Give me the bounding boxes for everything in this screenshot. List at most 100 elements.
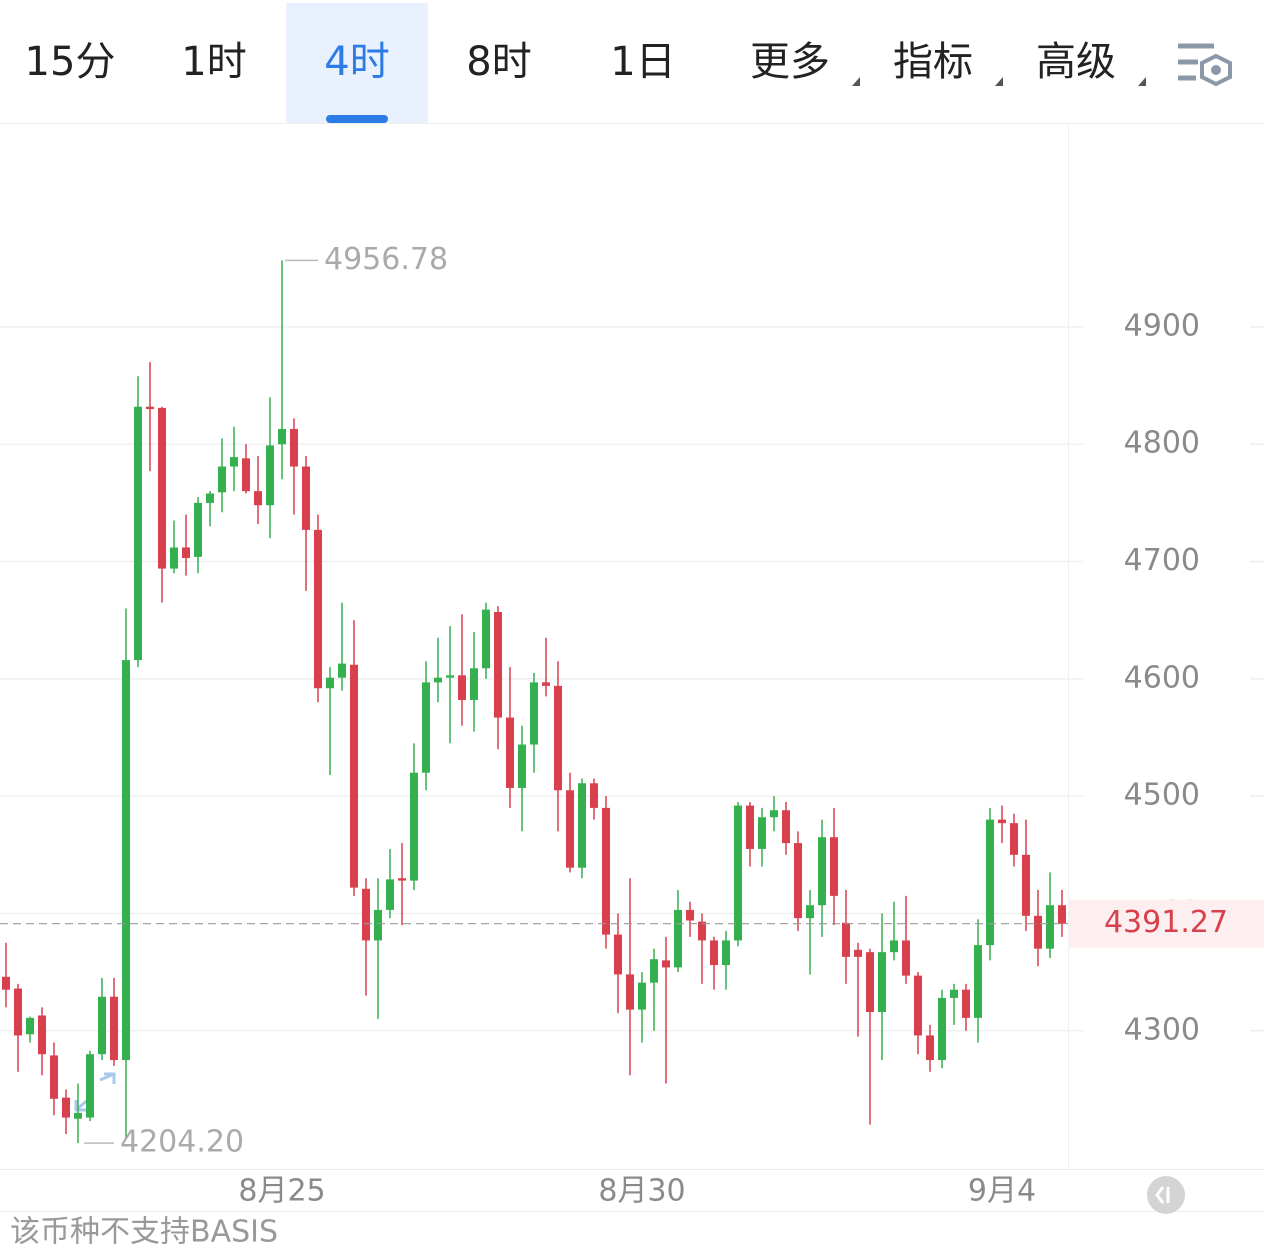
tab[interactable]: 8时 bbox=[466, 39, 531, 85]
candle-body bbox=[626, 974, 634, 1010]
candle-body bbox=[122, 660, 130, 1061]
tab[interactable]: 指标 bbox=[893, 39, 973, 85]
candle-body bbox=[1034, 915, 1042, 949]
candle-body bbox=[1058, 905, 1066, 924]
candle-body bbox=[410, 772, 418, 881]
candle-body bbox=[194, 502, 202, 557]
last-price-label: 4391.27 bbox=[1104, 905, 1228, 940]
tab[interactable]: 高级 bbox=[1036, 39, 1116, 85]
candle-body bbox=[1010, 823, 1018, 855]
candle-body bbox=[746, 805, 754, 849]
active-tab-indicator bbox=[326, 115, 388, 123]
max-label: 4956.78 bbox=[324, 242, 448, 277]
candle-body bbox=[302, 466, 310, 530]
candle-body bbox=[914, 975, 922, 1036]
candle-body bbox=[902, 940, 910, 976]
candle-body bbox=[218, 466, 226, 493]
dropdown-arrow bbox=[1138, 77, 1146, 86]
candle-body bbox=[74, 1112, 82, 1119]
candle-body bbox=[542, 682, 550, 686]
candle-body bbox=[362, 888, 370, 941]
expand-icon[interactable] bbox=[74, 1072, 116, 1112]
candle-body bbox=[830, 837, 838, 896]
candle-body bbox=[602, 807, 610, 935]
candle-body bbox=[794, 843, 802, 919]
candle-body bbox=[434, 677, 442, 683]
candle-body bbox=[398, 878, 406, 881]
candle-body bbox=[110, 996, 118, 1061]
y-tick-label: 4900 bbox=[1124, 308, 1200, 343]
candle-body bbox=[698, 921, 706, 941]
candle-body bbox=[866, 952, 874, 1012]
candle-body bbox=[674, 909, 682, 968]
candle-body bbox=[446, 675, 454, 678]
candle-body bbox=[638, 982, 646, 1010]
y-tick-label: 4500 bbox=[1124, 778, 1200, 813]
candle-body bbox=[650, 959, 658, 983]
candle-body bbox=[818, 837, 826, 906]
candle-body bbox=[614, 934, 622, 975]
candle-body bbox=[338, 663, 346, 678]
candle-body bbox=[458, 675, 466, 700]
candle-body bbox=[2, 976, 10, 990]
candle-body bbox=[242, 458, 250, 492]
y-tick-label: 4300 bbox=[1124, 1012, 1200, 1047]
candle-body bbox=[722, 940, 730, 966]
footer-note: 该币种不支持BASIS bbox=[10, 1215, 278, 1250]
candle-body bbox=[374, 909, 382, 941]
candle-body bbox=[962, 989, 970, 1018]
tab[interactable]: 4时 bbox=[324, 39, 389, 85]
candle-body bbox=[998, 819, 1006, 824]
candle-body bbox=[182, 547, 190, 559]
candle-body bbox=[206, 493, 214, 503]
candle-body bbox=[806, 905, 814, 919]
candle-body bbox=[266, 445, 274, 506]
candle-body bbox=[290, 428, 298, 467]
candle-body bbox=[470, 668, 478, 700]
min-label: 4204.20 bbox=[120, 1125, 244, 1160]
x-tick-label: 8月30 bbox=[598, 1174, 685, 1209]
tab[interactable]: 15分 bbox=[25, 39, 116, 85]
candle-body bbox=[686, 909, 694, 921]
last-price-box bbox=[1069, 899, 1264, 948]
candle-body bbox=[890, 940, 898, 953]
candle-body bbox=[590, 783, 598, 808]
candle-body bbox=[986, 819, 994, 946]
tab[interactable]: 更多 bbox=[750, 39, 830, 85]
tab[interactable]: 1日 bbox=[610, 39, 675, 85]
candle-body bbox=[530, 682, 538, 745]
candle-body bbox=[230, 457, 238, 467]
candle-body bbox=[842, 922, 850, 957]
tab-bar bbox=[0, 0, 1264, 123]
candle-body bbox=[566, 790, 574, 868]
scroll-latest-button[interactable] bbox=[1147, 1176, 1185, 1214]
candle-body bbox=[758, 817, 766, 849]
dropdown-arrow bbox=[995, 77, 1003, 86]
candle-body bbox=[950, 989, 958, 998]
candle-body bbox=[278, 428, 286, 445]
candle-body bbox=[1046, 905, 1054, 949]
candle-body bbox=[1022, 854, 1030, 916]
candle-body bbox=[146, 406, 154, 410]
x-tick-label: 9月4 bbox=[968, 1174, 1036, 1209]
candle-body bbox=[50, 1055, 58, 1099]
settings-icon[interactable] bbox=[1178, 43, 1232, 87]
candle-body bbox=[770, 810, 778, 818]
candle-body bbox=[506, 717, 514, 788]
candle-body bbox=[62, 1097, 70, 1118]
tab[interactable]: 1时 bbox=[181, 39, 246, 85]
candle-body bbox=[974, 945, 982, 1018]
candle-body bbox=[578, 783, 586, 868]
candle-body bbox=[26, 1017, 34, 1035]
candle-body bbox=[38, 1015, 46, 1055]
candle-body bbox=[134, 406, 142, 661]
candle-body bbox=[926, 1035, 934, 1061]
candle-body bbox=[98, 996, 106, 1055]
candle-body bbox=[878, 952, 886, 1012]
active-tab-bg bbox=[286, 3, 428, 123]
candle-body bbox=[938, 997, 946, 1061]
candle-body bbox=[710, 940, 718, 966]
candle-body bbox=[14, 988, 22, 1036]
